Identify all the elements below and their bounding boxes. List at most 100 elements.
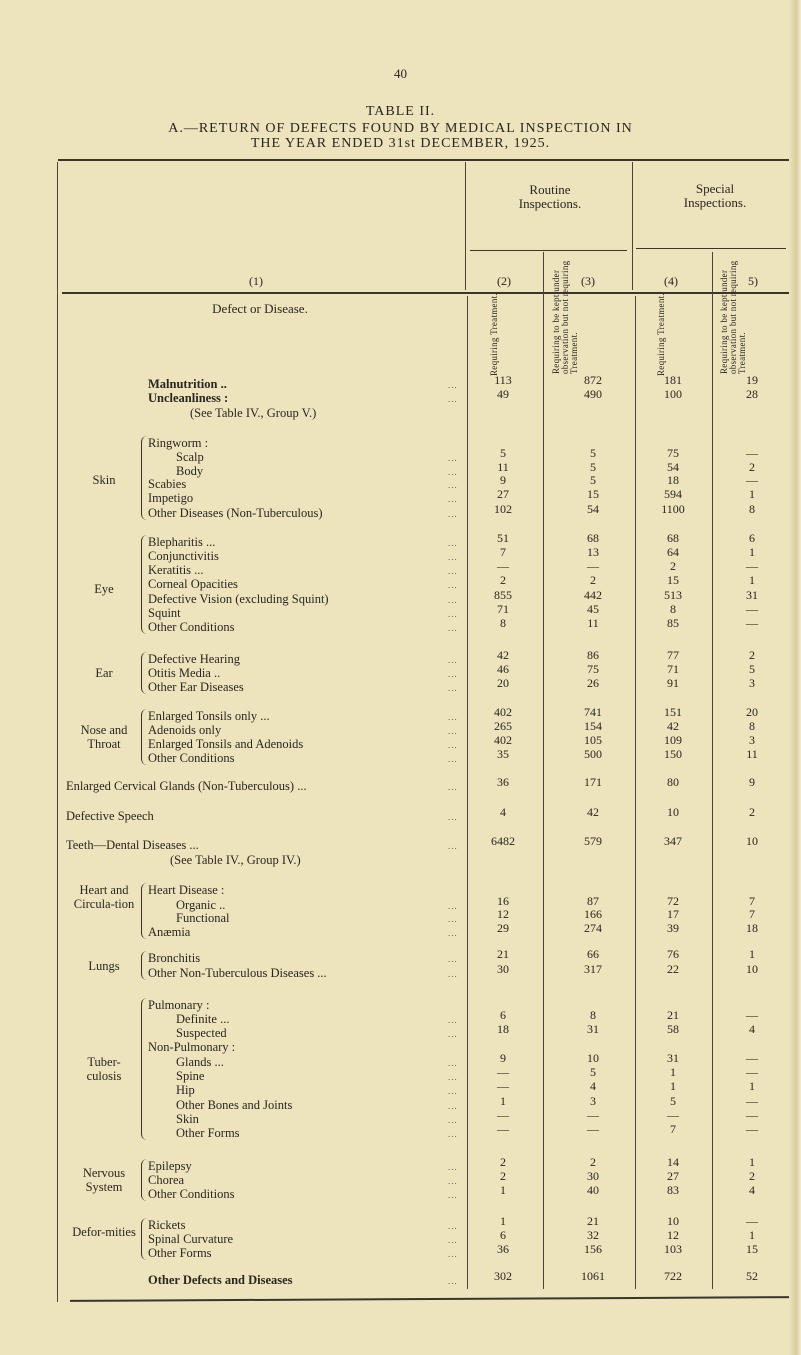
- cell-col-5: 10: [746, 834, 758, 848]
- page-binding-edge: [789, 0, 801, 1355]
- leader-dots: ...: [448, 1101, 458, 1111]
- cell-col-3: —: [587, 1122, 599, 1136]
- cell-col-4: 103: [664, 1242, 682, 1256]
- row-label: Uncleanliness :: [148, 391, 229, 405]
- col-number-4: (4): [664, 274, 678, 288]
- cell-col-4: 18: [667, 473, 679, 487]
- cell-col-5: 2: [749, 648, 755, 662]
- cell-col-3: 10: [587, 1051, 599, 1065]
- cell-col-3: 21: [587, 1214, 599, 1228]
- cell-col-3: 4: [590, 1079, 596, 1093]
- row-label: Other Bones and Joints: [176, 1098, 293, 1112]
- cell-col-4: 22: [667, 962, 679, 976]
- cell-col-3: 490: [584, 387, 602, 401]
- cell-col-2: 402: [494, 705, 512, 719]
- cell-col-3: 40: [587, 1183, 599, 1197]
- cell-col-3: 154: [584, 719, 602, 733]
- cell-col-4: 1100: [661, 502, 685, 516]
- cell-col-2: 8: [500, 616, 506, 630]
- cell-col-3: 3: [590, 1094, 596, 1108]
- leader-dots: ...: [448, 683, 458, 693]
- cell-col-5: 8: [749, 719, 755, 733]
- cell-col-4: 10: [667, 805, 679, 819]
- leader-dots: ...: [448, 841, 458, 851]
- row-label: Blepharitis ...: [148, 535, 216, 549]
- cell-col-4: 5: [670, 1094, 676, 1108]
- cell-col-4: —: [667, 1108, 679, 1122]
- group-brace: [141, 652, 147, 694]
- cell-col-4: 76: [667, 947, 679, 961]
- row-label: Impetigo: [148, 491, 194, 505]
- cell-col-2: 71: [497, 602, 509, 616]
- cell-col-5: 7: [749, 907, 755, 921]
- col-divider: [712, 252, 713, 1289]
- cell-col-5: 52: [746, 1269, 758, 1283]
- cell-col-5: 3: [749, 733, 755, 747]
- row-label: Glands ...: [176, 1055, 224, 1069]
- group-label: Tuber-culosis: [86, 1055, 122, 1083]
- cell-col-3: 105: [584, 733, 602, 747]
- leader-dots: ...: [448, 954, 458, 964]
- cell-col-2: 7: [500, 545, 506, 559]
- leader-dots: ...: [448, 394, 458, 404]
- col-number-2: (2): [497, 274, 511, 288]
- cell-col-2: 2: [500, 1169, 506, 1183]
- cell-col-3: 75: [587, 662, 599, 676]
- cell-col-3: 5: [590, 1065, 596, 1079]
- cell-col-4: 7: [670, 1122, 676, 1136]
- cell-col-3: 166: [584, 907, 602, 921]
- col-number-1: (1): [249, 274, 263, 288]
- group-label: Nose and Throat: [80, 723, 128, 751]
- cell-col-4: 83: [667, 1183, 679, 1197]
- cell-col-5: 2: [749, 805, 755, 819]
- cell-col-3: 15: [587, 487, 599, 501]
- cell-col-5: —: [746, 1122, 758, 1136]
- cell-col-3: 442: [584, 588, 602, 602]
- cell-col-5: 3: [749, 676, 755, 690]
- cell-col-2: 35: [497, 747, 509, 761]
- cell-col-4: 14: [667, 1155, 679, 1169]
- cell-col-2: 1: [500, 1094, 506, 1108]
- cell-col-2: 6: [500, 1228, 506, 1242]
- cell-col-5: 9: [749, 775, 755, 789]
- cell-col-2: 18: [497, 1022, 509, 1036]
- row-label: Other Non-Tuberculous Diseases ...: [148, 966, 327, 980]
- cell-col-4: 80: [667, 775, 679, 789]
- row-label: Spinal Curvature: [148, 1232, 234, 1246]
- row-label: Conjunctivitis: [148, 549, 219, 563]
- row-label: Anæmia: [148, 925, 191, 939]
- defect-column-header: Defect or Disease.: [212, 301, 308, 316]
- cell-col-4: 71: [667, 662, 679, 676]
- header-bottom-rule: [62, 292, 790, 294]
- leader-dots: ...: [448, 782, 458, 792]
- col-divider: [635, 296, 636, 1289]
- cell-col-5: —: [746, 602, 758, 616]
- leader-dots: ...: [448, 1190, 458, 1200]
- cell-col-4: 347: [664, 834, 682, 848]
- special-observation-header: Requiring to be kept under observation b…: [719, 260, 747, 374]
- leader-dots: ...: [448, 609, 458, 619]
- cell-col-2: 265: [494, 719, 512, 733]
- group-label: Nervous System: [82, 1166, 126, 1194]
- cell-col-4: 68: [667, 531, 679, 545]
- cell-col-3: 1061: [581, 1269, 605, 1283]
- cell-col-4: 1: [670, 1079, 676, 1093]
- col-divider: [543, 252, 544, 1289]
- cell-col-5: 4: [749, 1022, 755, 1036]
- row-label: Scalp: [176, 450, 204, 464]
- cell-col-5: 18: [746, 921, 758, 935]
- row-label: Teeth—Dental Diseases ...: [66, 838, 199, 852]
- row-label: Scabies: [148, 477, 187, 491]
- cell-col-2: 42: [497, 648, 509, 662]
- leader-dots: ...: [448, 740, 458, 750]
- special-subrule: [636, 248, 786, 249]
- leader-dots: ...: [448, 1162, 458, 1172]
- cell-col-5: 1: [749, 573, 755, 587]
- cell-col-2: 1: [500, 1214, 506, 1228]
- cell-col-2: 20: [497, 676, 509, 690]
- cell-col-4: 64: [667, 545, 679, 559]
- cell-col-5: 1: [749, 487, 755, 501]
- row-label: Other Conditions: [148, 1187, 235, 1201]
- cell-col-2: —: [497, 1065, 509, 1079]
- row-label: Heart Disease :: [148, 883, 225, 897]
